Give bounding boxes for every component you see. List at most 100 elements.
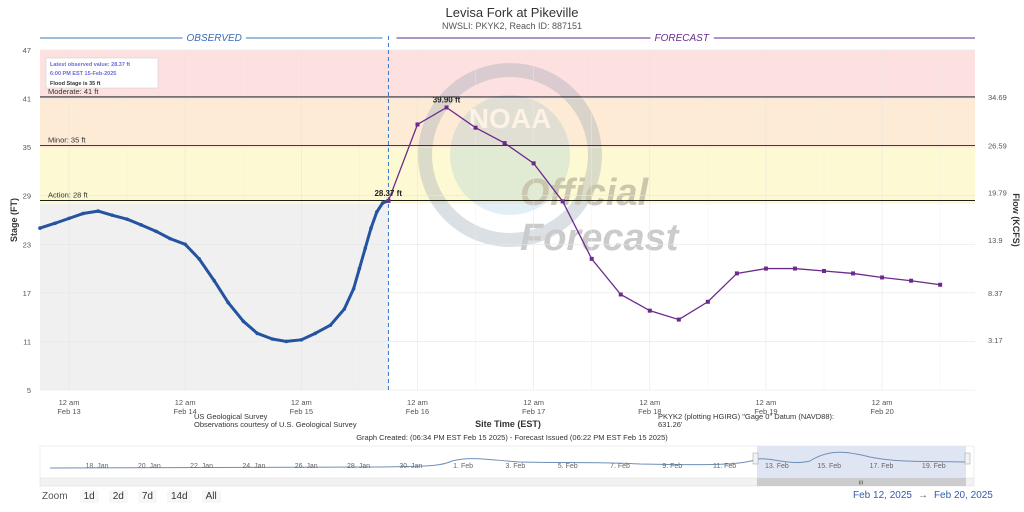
observed-point [299,338,304,342]
watermark-forecast: Forecast [520,217,680,259]
forecast-point [531,161,536,166]
noaa-watermark: NOAA Official Forecast [418,63,680,259]
y2-tick-label: 3.17 [988,336,1003,345]
navigator-labels: 18. Jan 20. Jan 22. Jan 24. Jan 26. Jan 28. J… [86,463,946,470]
navigator[interactable]: III 18. Jan 20. Jan 22. Jan 24. Jan 26. Jan 2… [39,445,975,487]
navigator-date-label: 20. Jan [138,463,161,470]
observed-point [183,242,187,247]
navigator-date-label: 18. Jan [86,463,109,470]
x-tick-label: 12 am [59,398,80,407]
y-tick-label: 17 [23,289,31,298]
zoom-label: Zoom [42,491,68,502]
x-tick-label: 12 am [175,398,196,407]
x-tick-date: Feb 20 [870,407,893,416]
observed-point [328,323,333,328]
forecast-point [909,278,914,283]
forecast-point [502,141,507,146]
navigator-scrollbar[interactable] [39,477,975,487]
forecast-point [822,269,827,273]
forecast-point [560,199,565,204]
y-tick-label: 11 [23,337,31,346]
date-range-to[interactable]: Feb 20, 2025 [933,490,993,501]
navigator-date-label: 26. Jan [295,463,318,470]
navigator-date-label: 7. Feb [610,463,630,470]
date-range-from[interactable]: Feb 12, 2025 [853,490,912,501]
date-range-arrow: → [917,490,928,501]
y-tick-label: 47 [23,46,31,55]
peak-annotation: 28.37 ft [374,189,402,198]
zoom-all-button[interactable]: All [201,490,221,503]
info-box: Latest observed value: 28.37 ft 6:00 PM … [45,57,159,89]
info-flood-stage: Flood Stage is 35 ft [50,81,101,87]
section-label-bg [650,33,714,44]
observed-point [375,210,379,214]
x-tick-date: Feb 18 [638,407,661,416]
credit-usgs: US Geological Survey [194,412,268,421]
zoom-1d-button[interactable]: 1d [79,490,99,503]
zoom-7d-button[interactable]: 7d [137,490,157,503]
x-tick-date: Feb 16 [406,407,429,416]
threshold-layer: Moderate: 41 ft Minor: 35 ft Action: 28 ft… [40,33,975,390]
x-tick-date: Feb 13 [57,407,80,416]
zoom-2d-button[interactable]: 2d [108,490,128,503]
observed-point [81,211,85,216]
y2-axis-title: Flow (KCFS) [1011,193,1021,247]
observed-point [96,209,100,213]
noaa-seal-ring [418,63,602,247]
navigator-date-label: 19. Feb [922,463,946,470]
band-minor [40,98,975,148]
navigator-date-label: 17. Feb [870,463,894,470]
chart-title: Levisa Fork at Pikeville [445,5,579,20]
series-layer [38,105,943,344]
section-label-bg [182,33,246,44]
forecast-point [938,282,943,287]
info-time: 6:00 PM EST 15-Feb-2025 [50,71,116,77]
x-tick-label: 12 am [872,398,893,407]
y2-tick-label: 26.59 [988,142,1007,151]
forecast-point [734,271,739,276]
observed-point [168,236,172,241]
forecast-point [763,266,768,271]
observed-point [284,339,289,344]
navigator-date-label: 11. Feb [713,463,736,470]
observed-point [351,287,356,291]
y-axis-title: Stage (FT) [9,198,19,242]
x-tick-label: 12 am [407,398,428,407]
navigator-scroll-thumb[interactable] [757,478,966,486]
observed-point [369,226,373,230]
x-tick-label: 12 am [291,398,312,407]
credit-datum-value: 631.26' [658,420,683,429]
navigator-date-label: 15. Feb [817,463,841,470]
x-tick-label: 12 am [523,398,544,407]
credit-usgs-observations: Observations courtesy of U.S. Geological… [194,420,357,429]
y-tick-label: 5 [27,386,31,395]
navigator-date-label: 28. Jan [347,463,370,470]
navigator-date-label: 9. Feb [662,463,682,470]
observed-point [363,246,368,251]
y2-tick-label: 8.37 [988,289,1003,298]
info-box-frame [45,57,159,89]
threshold-label: Minor: 35 ft [48,136,86,145]
observed-point [67,216,71,221]
band-moderate [40,50,975,99]
navigator-date-label: 5. Feb [558,463,578,470]
zoom-14d-button[interactable]: 14d [166,490,192,503]
noaa-seal-center [450,95,570,215]
x-axis-title: Site Time (EST) [475,419,541,429]
observed-point [197,257,201,261]
band-action [40,147,975,204]
navigator-right-handle[interactable] [964,452,971,465]
navigator-left-handle[interactable] [752,452,759,465]
observed-point [53,221,57,226]
forecast-point [676,317,681,322]
navigator-series [49,451,967,469]
observed-point [241,319,246,323]
observed-point [125,217,129,221]
info-latest: Latest observed value: 28.37 ft [50,62,130,68]
watermark-noaa: NOAA [469,103,551,134]
grid-layer [40,49,975,391]
watermark-official: Official [520,172,650,214]
navigator-date-label: 30. Jan [399,463,422,470]
observed-section-label: OBSERVED [187,33,242,44]
